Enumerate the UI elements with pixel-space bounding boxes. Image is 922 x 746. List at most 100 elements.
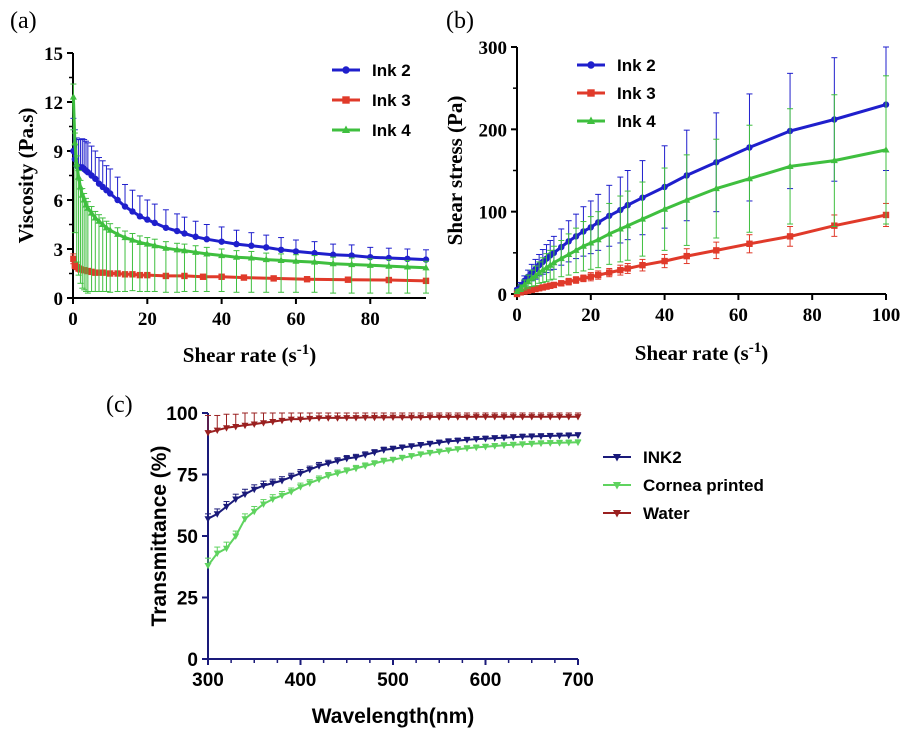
axes: 300 400 500 600 700 0 25 50 75 100 bbox=[166, 404, 594, 691]
data-point bbox=[232, 533, 240, 540]
data-point bbox=[315, 476, 323, 484]
x-tick-label: 300 bbox=[192, 670, 224, 691]
legend-item: Ink 3 bbox=[577, 84, 656, 103]
data-point bbox=[204, 516, 212, 523]
data-point bbox=[70, 255, 77, 262]
x-tick-label: 700 bbox=[562, 670, 594, 691]
data-point bbox=[587, 273, 594, 280]
data-point bbox=[594, 235, 602, 243]
data-point bbox=[278, 492, 286, 500]
data-point bbox=[661, 205, 669, 212]
y-tick-label: 3 bbox=[54, 240, 64, 261]
data-point bbox=[786, 162, 794, 169]
data-point bbox=[491, 414, 499, 421]
data-point bbox=[639, 261, 646, 269]
y-tick-label: 9 bbox=[54, 142, 64, 163]
data-point bbox=[342, 66, 350, 74]
data-point bbox=[572, 276, 580, 284]
data-point bbox=[513, 287, 521, 295]
data-point bbox=[88, 209, 96, 216]
data-point bbox=[136, 238, 144, 246]
legend-label: Ink 3 bbox=[617, 84, 656, 103]
data-point bbox=[233, 240, 240, 248]
data-point bbox=[491, 443, 499, 450]
data-point bbox=[173, 227, 181, 235]
data-point bbox=[199, 273, 207, 280]
data-point bbox=[517, 284, 525, 291]
data-point bbox=[407, 453, 416, 460]
x-tick-label: 60 bbox=[729, 305, 748, 326]
data-point bbox=[277, 256, 285, 263]
data-point bbox=[531, 272, 539, 279]
data-point bbox=[612, 482, 622, 490]
data-point bbox=[292, 257, 300, 264]
data-point bbox=[204, 430, 212, 437]
data-point bbox=[333, 470, 342, 478]
data-point bbox=[500, 442, 508, 450]
data-point bbox=[324, 473, 332, 480]
data-point bbox=[528, 433, 536, 441]
markers bbox=[204, 439, 582, 570]
data-point bbox=[218, 251, 226, 259]
data-point bbox=[306, 467, 314, 474]
data-point bbox=[270, 275, 277, 282]
data-point bbox=[287, 474, 295, 481]
data-point bbox=[612, 510, 622, 518]
data-point bbox=[518, 434, 527, 441]
data-point bbox=[550, 281, 558, 289]
y-axis-label: Shear stress (Pa) bbox=[443, 96, 467, 246]
data-point bbox=[343, 455, 351, 463]
data-point bbox=[454, 437, 462, 445]
data-point bbox=[547, 282, 554, 289]
data-point bbox=[537, 414, 545, 421]
data-point bbox=[259, 420, 268, 427]
data-point bbox=[269, 480, 277, 487]
data-point bbox=[241, 422, 249, 430]
data-point bbox=[306, 415, 314, 423]
data-point bbox=[136, 213, 144, 220]
y-tick-label: 6 bbox=[54, 191, 64, 212]
data-point bbox=[114, 196, 121, 204]
data-point bbox=[435, 414, 443, 421]
data-point bbox=[324, 415, 332, 422]
data-point bbox=[99, 220, 107, 228]
panel-c: (c) 300 400 500 600 700 0 25 50 75 100 Wavelength(… bbox=[106, 392, 764, 728]
data-point bbox=[517, 289, 524, 296]
series-ink-2 bbox=[70, 117, 430, 263]
data-point bbox=[92, 175, 99, 182]
data-point bbox=[535, 268, 543, 276]
data-point bbox=[524, 287, 532, 294]
data-point bbox=[574, 439, 582, 447]
data-point bbox=[380, 447, 388, 454]
data-point bbox=[550, 258, 558, 266]
data-point bbox=[143, 240, 151, 247]
data-point bbox=[403, 263, 411, 270]
data-point bbox=[222, 425, 231, 432]
data-point bbox=[352, 465, 360, 473]
data-point bbox=[565, 432, 573, 440]
data-point bbox=[435, 449, 443, 456]
data-point bbox=[370, 414, 379, 422]
data-point bbox=[222, 503, 231, 511]
data-point bbox=[491, 435, 499, 442]
data-point bbox=[605, 230, 613, 237]
x-tick-label: 400 bbox=[285, 670, 317, 691]
data-point bbox=[342, 96, 350, 104]
data-point bbox=[546, 414, 554, 421]
markers bbox=[204, 432, 582, 523]
data-point bbox=[555, 440, 564, 447]
y-tick-label: 15 bbox=[44, 44, 63, 65]
data-point bbox=[370, 449, 379, 457]
data-point bbox=[661, 257, 668, 265]
data-point bbox=[398, 444, 406, 452]
data-point bbox=[343, 415, 351, 422]
data-point bbox=[343, 468, 351, 475]
data-point bbox=[417, 442, 425, 449]
data-point bbox=[361, 452, 369, 459]
data-point bbox=[518, 441, 527, 449]
data-point bbox=[162, 244, 170, 251]
data-point bbox=[78, 191, 86, 198]
data-point bbox=[385, 262, 393, 269]
data-point bbox=[151, 241, 159, 249]
data-point bbox=[129, 208, 136, 215]
